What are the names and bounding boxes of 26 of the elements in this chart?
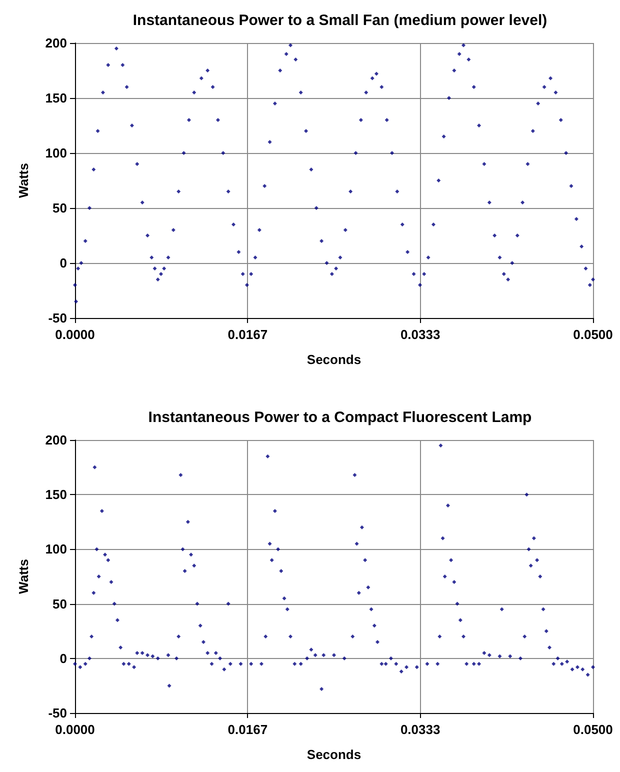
x-axis-title: Seconds bbox=[306, 352, 362, 367]
x-tick-label: 0.0167 bbox=[228, 327, 268, 342]
x-axis-title: Seconds bbox=[306, 747, 362, 762]
y-tick-label: 200 bbox=[45, 432, 67, 448]
y-tick-label: -50 bbox=[48, 706, 67, 720]
x-tick-label: 0.0167 bbox=[228, 722, 268, 737]
x-tick-label: 0.0500 bbox=[573, 722, 613, 737]
chart-title: Instantaneous Power to a Small Fan (medium power level) bbox=[132, 12, 548, 29]
y-tick-label: 50 bbox=[52, 200, 67, 216]
chart-title: Instantaneous Power to a Compact Fluorescent Lamp bbox=[148, 409, 532, 426]
y-axis-title: Watts bbox=[16, 163, 31, 198]
x-tick-label: 0.0000 bbox=[55, 722, 95, 737]
y-tick-label: 100 bbox=[45, 146, 67, 160]
x-tick-label: 0.0333 bbox=[400, 722, 440, 737]
y-tick-label: 0 bbox=[60, 650, 67, 666]
y-tick-label: 0 bbox=[60, 256, 67, 270]
y-axis-title: Watts bbox=[16, 559, 31, 594]
y-tick-label: 100 bbox=[45, 542, 67, 557]
x-tick-label: 0.0500 bbox=[573, 327, 613, 342]
y-tick-label: 200 bbox=[45, 36, 67, 50]
y-tick-label: -50 bbox=[48, 310, 67, 326]
y-tick-label: 150 bbox=[45, 487, 67, 502]
x-tick-label: 0.0333 bbox=[400, 327, 440, 342]
y-tick-label: 50 bbox=[52, 596, 67, 612]
y-tick-label: 150 bbox=[45, 90, 67, 106]
x-tick-label: 0.0000 bbox=[55, 327, 95, 342]
